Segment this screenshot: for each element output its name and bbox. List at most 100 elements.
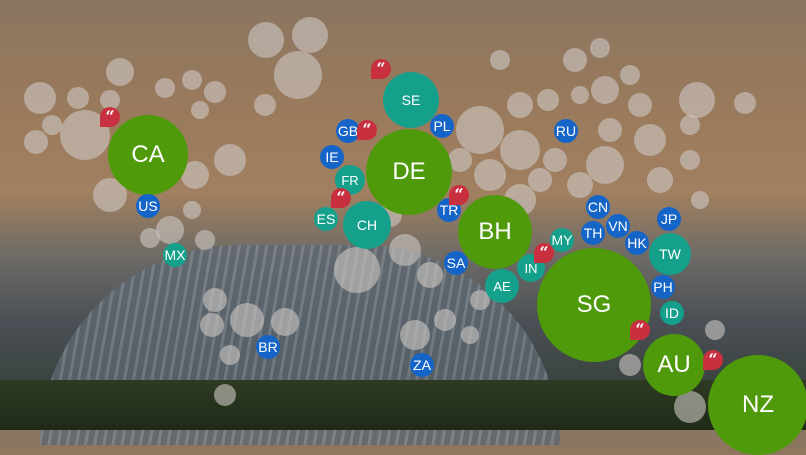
- map-dot: [628, 93, 652, 117]
- country-code: HK: [627, 235, 647, 251]
- map-dot: [461, 326, 479, 344]
- country-code: VN: [608, 218, 628, 234]
- country-code: BR: [258, 339, 278, 355]
- map-dot: [214, 144, 246, 176]
- country-code: ZA: [413, 357, 431, 373]
- map-dot: [619, 354, 641, 376]
- quote-icon[interactable]: “: [357, 120, 377, 140]
- country-code: AU: [657, 351, 691, 378]
- country-bubble-tw[interactable]: TW: [649, 233, 691, 275]
- map-dot: [448, 148, 472, 172]
- quote-icon[interactable]: “: [534, 243, 554, 263]
- country-bubble-za[interactable]: ZA: [410, 353, 434, 377]
- map-dot: [500, 130, 540, 170]
- country-bubble-ie[interactable]: IE: [320, 145, 344, 169]
- map-dot: [191, 101, 209, 119]
- map-dot: [203, 288, 227, 312]
- map-dot: [271, 308, 299, 336]
- map-dot: [691, 191, 709, 209]
- country-code: GB: [337, 123, 359, 139]
- map-dot: [389, 234, 421, 266]
- map-dot: [590, 38, 610, 58]
- country-bubble-de[interactable]: DE: [366, 129, 452, 215]
- country-code: IN: [524, 260, 538, 276]
- country-bubble-es[interactable]: ES: [314, 207, 338, 231]
- country-bubble-ca[interactable]: CA: [108, 115, 188, 195]
- map-dot: [474, 159, 506, 191]
- quote-icon[interactable]: “: [449, 185, 469, 205]
- map-dot: [183, 201, 201, 219]
- world-bubble-map: CA US MX BR SE PL GB IE FR DE ES CH TR BH SA AE ZA RU CN VN…: [24, 17, 806, 455]
- quote-icon[interactable]: “: [100, 107, 120, 127]
- country-code: TR: [439, 202, 459, 218]
- country-code: SA: [446, 255, 466, 271]
- map-dot: [634, 124, 666, 156]
- map-dot: [470, 290, 490, 310]
- map-dot: [292, 17, 328, 53]
- map-dot: [100, 90, 120, 110]
- map-dot: [705, 320, 725, 340]
- country-bubble-pl[interactable]: PL: [430, 114, 454, 138]
- country-bubble-sg[interactable]: SG: [537, 248, 651, 362]
- map-dot: [647, 167, 673, 193]
- country-bubble-th[interactable]: TH: [581, 221, 605, 245]
- country-bubble-us[interactable]: US: [136, 194, 160, 218]
- quote-icon[interactable]: “: [703, 350, 723, 370]
- map-dot: [734, 92, 756, 114]
- map-dot: [680, 115, 700, 135]
- map-dot: [537, 89, 559, 111]
- map-dot: [42, 115, 62, 135]
- country-bubble-vn[interactable]: VN: [606, 214, 630, 238]
- country-bubble-br[interactable]: BR: [256, 335, 280, 359]
- country-bubble-ph[interactable]: PH: [651, 275, 675, 299]
- map-dot: [274, 51, 322, 99]
- country-bubble-my[interactable]: MY: [550, 228, 574, 252]
- country-code: PH: [653, 279, 673, 295]
- country-bubble-ch[interactable]: CH: [343, 201, 391, 249]
- country-bubble-nz[interactable]: NZ: [708, 355, 806, 455]
- map-dot: [24, 82, 56, 114]
- country-code: FR: [341, 172, 359, 188]
- country-code: ES: [316, 211, 336, 227]
- map-dot: [680, 150, 700, 170]
- country-code: AE: [493, 278, 511, 294]
- map-dot: [106, 58, 134, 86]
- map-dot: [674, 391, 706, 423]
- map-dot: [140, 228, 160, 248]
- country-bubble-au[interactable]: AU: [643, 334, 705, 396]
- map-dot: [200, 313, 224, 337]
- country-code: PL: [433, 118, 451, 134]
- map-dot: [24, 130, 48, 154]
- country-code: CH: [356, 217, 378, 233]
- country-bubble-jp[interactable]: JP: [657, 207, 681, 231]
- map-dot: [591, 76, 619, 104]
- country-code: DE: [392, 158, 426, 185]
- map-dot: [204, 81, 226, 103]
- quote-icon[interactable]: “: [630, 320, 650, 340]
- country-bubble-se[interactable]: SE: [383, 72, 439, 128]
- country-bubble-gb[interactable]: GB: [336, 119, 360, 143]
- map-dot: [563, 48, 587, 72]
- country-code: US: [138, 198, 158, 214]
- map-dot: [220, 345, 240, 365]
- country-code: SG: [576, 291, 612, 318]
- country-bubble-hk[interactable]: HK: [625, 231, 649, 255]
- map-dot: [507, 92, 533, 118]
- map-dot: [195, 230, 215, 250]
- country-code: SE: [401, 92, 421, 108]
- country-code: CA: [131, 141, 165, 168]
- country-bubble-cn[interactable]: CN: [586, 195, 610, 219]
- country-code: BH: [478, 218, 512, 245]
- country-bubble-bh[interactable]: BH: [458, 195, 532, 269]
- map-dot: [230, 303, 264, 337]
- map-dot: [434, 309, 456, 331]
- country-bubble-id[interactable]: ID: [660, 301, 684, 325]
- map-dot: [567, 172, 593, 198]
- quote-icon[interactable]: “: [371, 59, 391, 79]
- country-bubble-ru[interactable]: RU: [554, 119, 578, 143]
- country-bubble-mx[interactable]: MX: [163, 243, 187, 267]
- country-bubble-sa[interactable]: SA: [444, 251, 468, 275]
- country-bubble-ae[interactable]: AE: [485, 269, 519, 303]
- quote-icon[interactable]: “: [331, 188, 351, 208]
- map-dot: [586, 146, 624, 184]
